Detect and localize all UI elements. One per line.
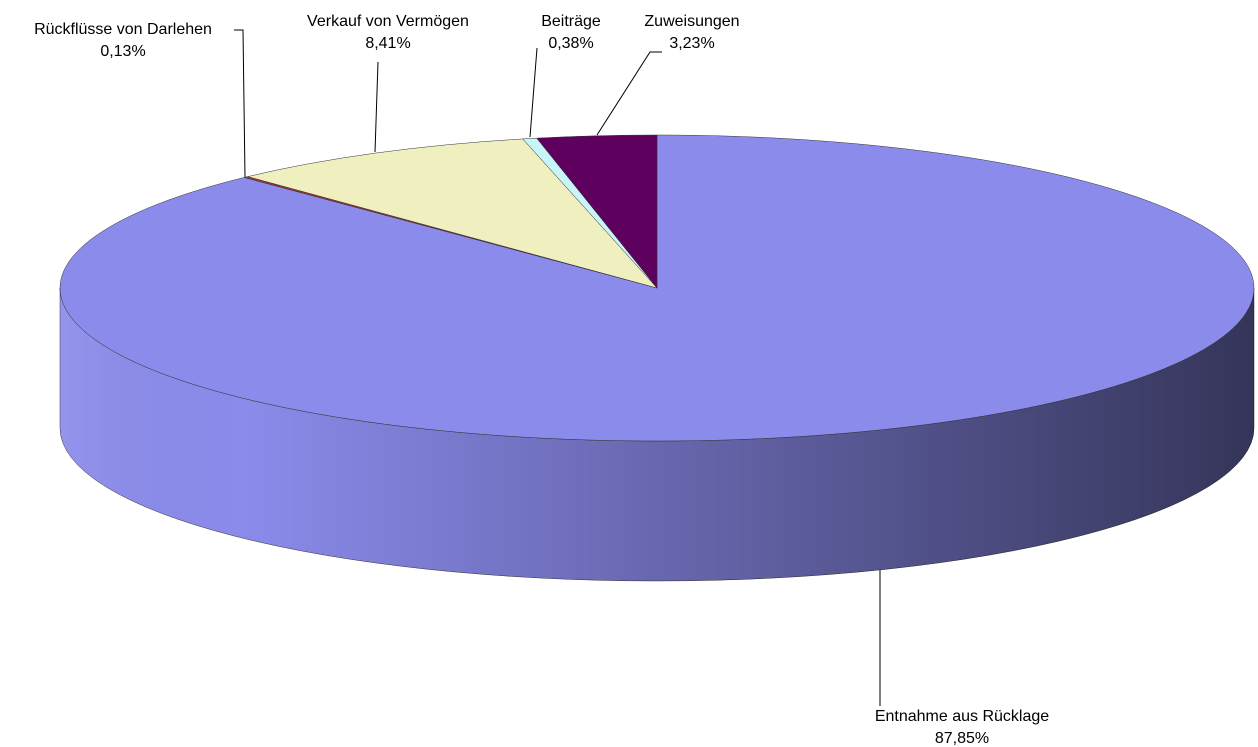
- slice-label: Entnahme aus Rücklage: [875, 708, 1049, 725]
- side-shade: [60, 288, 1254, 581]
- slice-value-label: 0,13%: [100, 43, 145, 60]
- slice: [247, 138, 658, 289]
- slice-label: Beiträge: [541, 13, 601, 30]
- slice-value-label: 3,23%: [669, 35, 714, 52]
- slice-label: Verkauf von Vermögen: [307, 13, 469, 30]
- slice-label: Rückflüsse von Darlehen: [34, 21, 212, 38]
- slice-value-label: 0,38%: [548, 35, 593, 52]
- leader-line: [234, 29, 246, 178]
- slice-value-label: 8,41%: [365, 35, 410, 52]
- slice: [536, 134, 658, 289]
- leader-line: [374, 61, 379, 153]
- leader-line: [529, 47, 538, 138]
- slice-value-label: 87,85%: [935, 730, 989, 747]
- leader-line: [596, 51, 662, 136]
- slice-label: Zuweisungen: [644, 13, 739, 30]
